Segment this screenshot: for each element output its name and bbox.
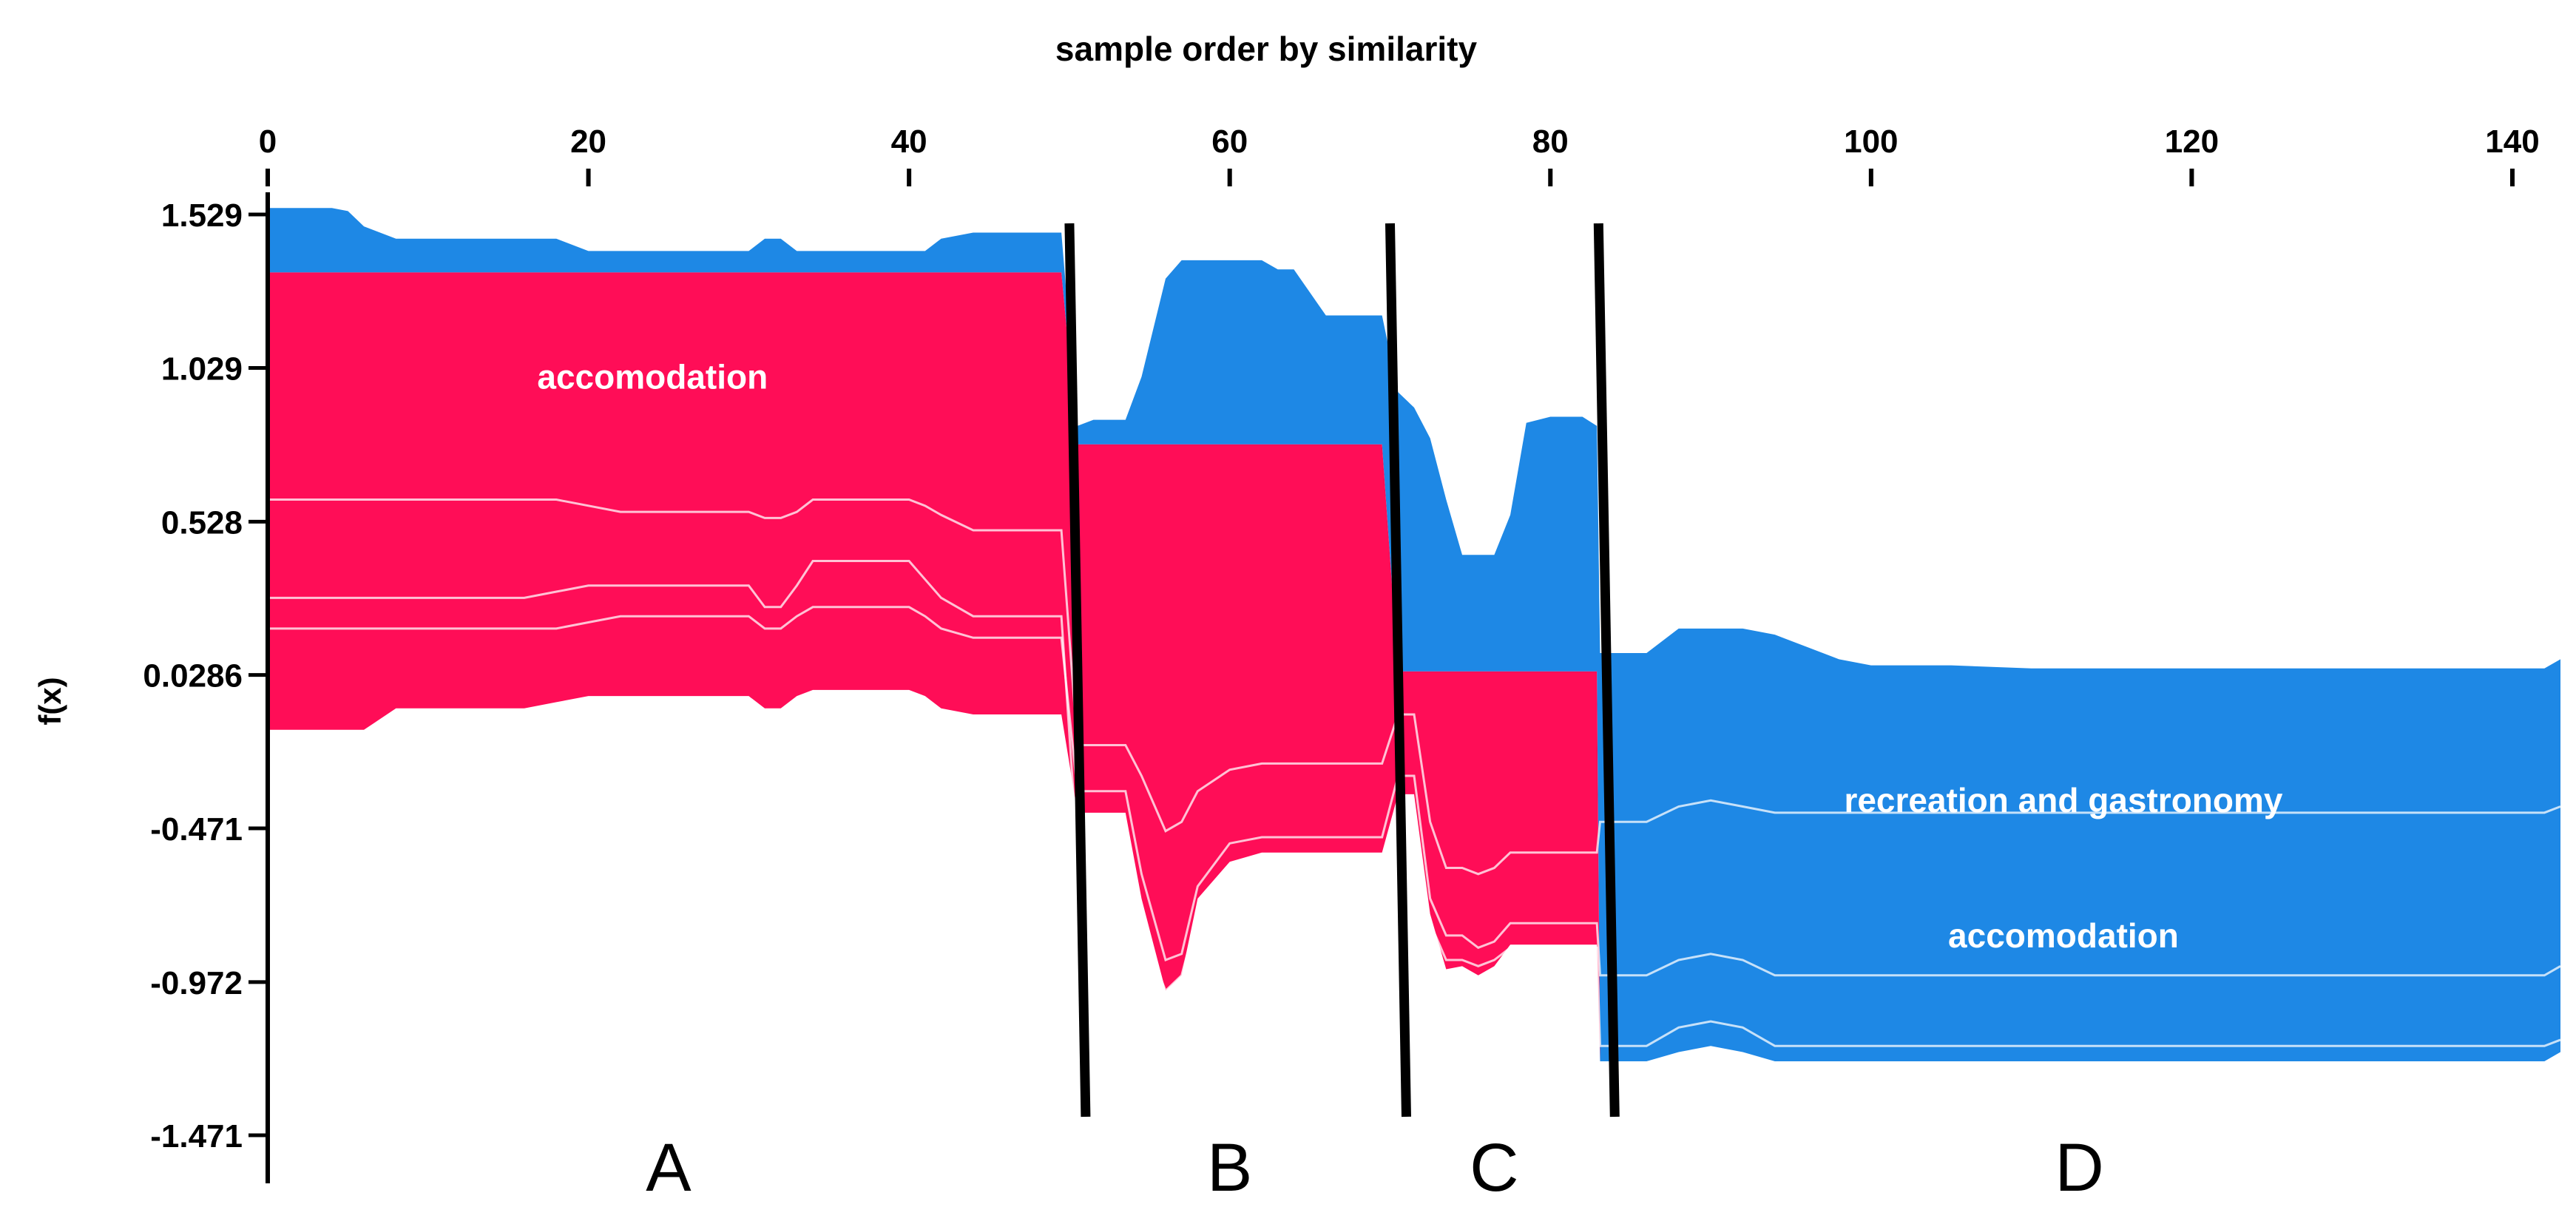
y-tick-label: -0.972 bbox=[150, 965, 243, 1001]
segment-label-c: C bbox=[1470, 1130, 1518, 1206]
annotation-1: accomodation bbox=[537, 358, 768, 396]
x-tick-label: 80 bbox=[1532, 124, 1569, 160]
x-tick-label: 120 bbox=[2165, 124, 2219, 160]
x-axis-ticks: 0 20 40 60 80 100 120 140 bbox=[259, 124, 2540, 186]
contribution-areas bbox=[268, 208, 2560, 1061]
contribution-lines bbox=[268, 498, 2561, 1047]
x-tick-label: 100 bbox=[1844, 124, 1898, 160]
positive-contribution-area bbox=[268, 272, 2560, 1061]
x-tick-label: 0 bbox=[259, 124, 277, 160]
annotation-2: recreation and gastronomy bbox=[1844, 781, 2282, 819]
x-tick-label: 20 bbox=[570, 124, 606, 160]
feature-boundary-line-2 bbox=[268, 606, 2561, 977]
annotations: accomodation recreation and gastronomy acc… bbox=[537, 358, 2283, 955]
segment-separator-d bbox=[1593, 223, 1620, 1118]
y-axis-ticks: 1.529 1.029 0.528 0.0286 -0.471 -0.972 -1.471 bbox=[143, 197, 268, 1154]
chart-title: sample order by similarity bbox=[1055, 30, 1478, 68]
segment-label-d: D bbox=[2055, 1130, 2103, 1206]
segment-label-a: A bbox=[646, 1130, 692, 1206]
segment-labels: A B C D bbox=[646, 1130, 2104, 1206]
y-axis-label: f(x) bbox=[33, 677, 67, 725]
x-tick-label: 140 bbox=[2485, 124, 2539, 160]
y-tick-label: -0.471 bbox=[150, 811, 243, 848]
feature-boundary-line-3 bbox=[268, 498, 2561, 876]
segment-separators bbox=[1064, 223, 1620, 1118]
x-tick-label: 60 bbox=[1211, 124, 1248, 160]
segment-separator-b bbox=[1064, 223, 1091, 1118]
y-tick-label: 0.0286 bbox=[143, 658, 243, 694]
segment-label-b: B bbox=[1207, 1130, 1252, 1206]
segment-separator-c bbox=[1385, 223, 1411, 1118]
feature-boundary-line-1 bbox=[268, 560, 2561, 1047]
x-tick-label: 40 bbox=[891, 124, 927, 160]
y-tick-label: 0.528 bbox=[161, 504, 243, 541]
negative-contribution-area bbox=[268, 208, 2560, 1061]
annotation-3: accomodation bbox=[1948, 916, 2179, 955]
y-tick-label: -1.471 bbox=[150, 1118, 243, 1154]
y-tick-label: 1.029 bbox=[161, 351, 243, 388]
y-tick-label: 1.529 bbox=[161, 197, 243, 234]
